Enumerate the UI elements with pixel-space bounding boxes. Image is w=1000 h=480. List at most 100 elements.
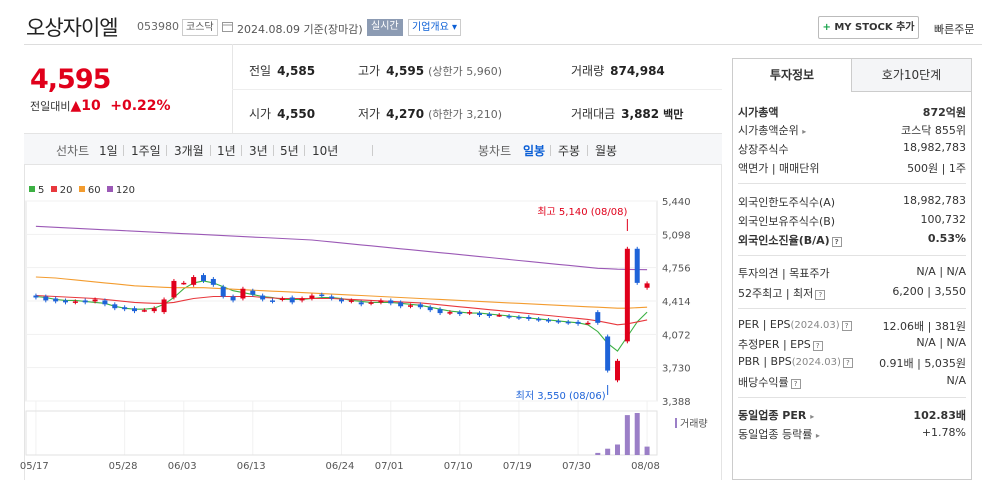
- plus-icon: +: [822, 22, 831, 33]
- company-overview-button[interactable]: 기업개요 ▾: [408, 19, 462, 36]
- divider: [372, 145, 373, 156]
- candle: [161, 299, 167, 313]
- candle: [506, 316, 512, 318]
- info-market-cap-rank[interactable]: 시가총액순위 ▸ 코스닥 855위: [738, 124, 966, 137]
- volume: 거래량 874,984: [571, 64, 665, 78]
- help-icon[interactable]: ?: [831, 237, 842, 247]
- candle: [299, 298, 305, 301]
- volume-area: [25, 410, 658, 456]
- period-1d[interactable]: 1일: [99, 144, 118, 158]
- help-icon[interactable]: ?: [841, 321, 852, 331]
- legend-ma120: 120: [106, 185, 135, 196]
- tab-orderbook-10[interactable]: 호가10단계: [851, 58, 972, 92]
- divider: [304, 145, 305, 156]
- quick-order-button[interactable]: 빠른주문: [934, 23, 975, 36]
- candle-daily[interactable]: 일봉: [523, 144, 546, 158]
- period-1y[interactable]: 1년: [217, 144, 236, 158]
- high-annotation: 최고 5,140 (08/08): [537, 206, 627, 218]
- candle-chart-label[interactable]: 봉차트: [478, 144, 512, 158]
- candle: [605, 336, 611, 371]
- low-annotation: 최저 3,550 (08/06): [516, 390, 606, 402]
- divider: [273, 145, 274, 156]
- tab-invest-info[interactable]: 투자정보: [732, 58, 852, 92]
- candle: [33, 295, 39, 298]
- divider: [232, 89, 722, 90]
- candle: [368, 302, 374, 304]
- legend-ma20: 20: [50, 185, 72, 196]
- candle: [250, 290, 256, 295]
- candle: [388, 300, 394, 304]
- info-opinion: 투자의견 | 목표주가 N/A | N/A: [738, 265, 966, 280]
- help-icon[interactable]: ?: [842, 358, 853, 368]
- help-icon[interactable]: ?: [812, 341, 823, 351]
- candle: [477, 313, 482, 316]
- y-tick-label: 3,388: [662, 397, 691, 408]
- y-tick-label: 5,098: [662, 230, 691, 241]
- candle: [427, 307, 433, 311]
- info-est-per: 추정PER | EPS? N/A | N/A: [738, 336, 966, 351]
- help-icon[interactable]: ?: [790, 379, 801, 389]
- prev-close: 전일 4,585: [249, 64, 316, 78]
- candle: [546, 319, 551, 322]
- candle: [348, 300, 354, 302]
- candle: [437, 309, 443, 314]
- info-per: PER | EPS(2024.03)? 12.06배 | 381원: [738, 318, 966, 333]
- x-tick-label: 07/01: [375, 461, 404, 472]
- divider: [738, 397, 966, 398]
- legend-ma5: 5: [29, 185, 44, 196]
- period-3y[interactable]: 3년: [249, 144, 268, 158]
- day-low: 저가 4,270 (하한가 3,210): [358, 107, 502, 121]
- divider: [738, 255, 966, 256]
- period-3m[interactable]: 3개월: [174, 144, 204, 158]
- candle: [210, 278, 216, 285]
- current-price: 4,595: [30, 64, 111, 95]
- chart-legend: 5 20 60 120: [29, 185, 135, 196]
- x-tick-label: 05/17: [20, 461, 49, 472]
- x-tick-label: 07/10: [444, 461, 473, 472]
- candle: [595, 312, 601, 323]
- candle-monthly[interactable]: 월봉: [595, 144, 618, 158]
- candle: [53, 298, 59, 302]
- mystock-add-button[interactable]: + MY STOCK 추가: [818, 16, 919, 39]
- candle: [132, 308, 137, 312]
- candle: [634, 248, 640, 283]
- help-icon[interactable]: ?: [815, 290, 826, 300]
- x-tick-label: 07/19: [503, 461, 532, 472]
- volume-legend-bar: [675, 418, 677, 428]
- candle: [191, 277, 197, 285]
- volume-bar: [644, 446, 650, 455]
- candle: [181, 282, 187, 285]
- info-sector-per[interactable]: 동일업종 PER ▸ 102.83배: [738, 409, 966, 422]
- candle: [496, 315, 502, 317]
- line-chart-label[interactable]: 선차트: [56, 144, 90, 158]
- y-tick-label: 3,730: [662, 364, 691, 375]
- candle: [408, 305, 413, 307]
- period-1w[interactable]: 1주일: [131, 144, 161, 158]
- info-sector-rate[interactable]: 동일업종 등락률 ▸ +1.78%: [738, 426, 966, 441]
- candle: [63, 300, 68, 303]
- candle: [122, 307, 128, 310]
- candle: [72, 301, 78, 303]
- realtime-badge[interactable]: 실시간: [367, 19, 403, 36]
- y-tick-label: 4,756: [662, 264, 691, 275]
- info-shares: 상장주식수 18,982,783: [738, 141, 966, 156]
- volume-bar: [615, 444, 620, 455]
- candle: [319, 294, 325, 297]
- period-10y[interactable]: 10년: [312, 144, 339, 158]
- volume-bar: [605, 448, 611, 455]
- x-tick-label: 06/24: [326, 461, 355, 472]
- open-price: 시가 4,550: [249, 107, 316, 121]
- divider: [166, 145, 167, 156]
- candle: [457, 312, 463, 315]
- candle: [309, 295, 315, 299]
- candle: [230, 296, 236, 301]
- candlestick-chart[interactable]: 5,440 5,098 4,756 4,414 4,072 3,730 3,388 05/17…: [0, 165, 722, 480]
- candle: [151, 308, 157, 312]
- candle: [526, 316, 532, 319]
- period-5y[interactable]: 5년: [280, 144, 299, 158]
- candle-weekly[interactable]: 주봉: [558, 144, 581, 158]
- candle: [141, 310, 147, 312]
- info-market-cap: 시가총액 872억원: [738, 106, 966, 119]
- calendar-icon: [222, 21, 233, 35]
- candle: [92, 299, 98, 302]
